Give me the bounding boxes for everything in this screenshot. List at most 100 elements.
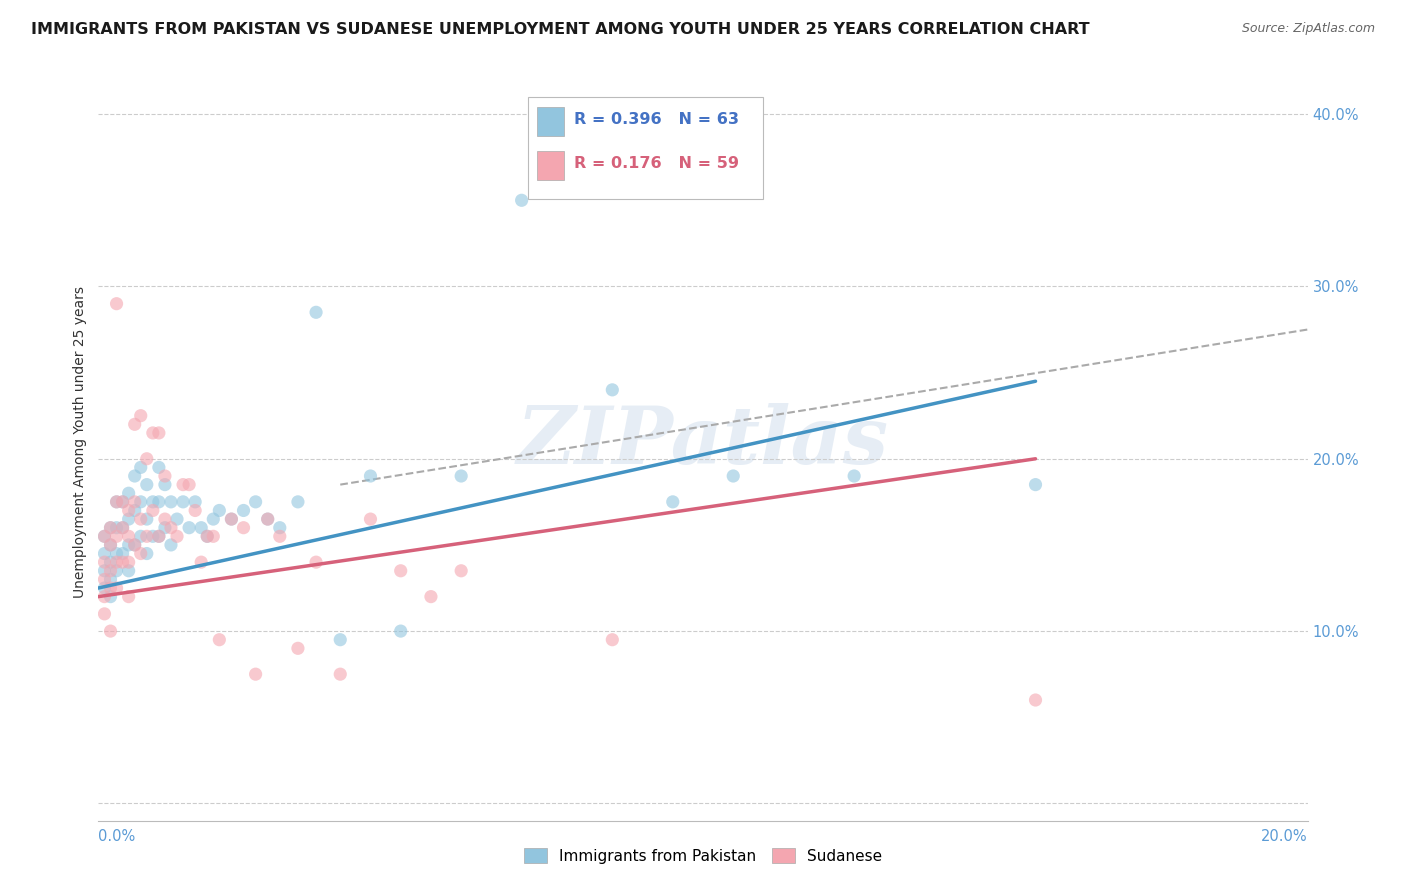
Point: [450, 564, 472, 578]
FancyBboxPatch shape: [537, 107, 564, 136]
Point: [105, 495, 128, 509]
Point: [661, 495, 683, 509]
Point: [118, 555, 141, 569]
Point: [111, 495, 134, 509]
Point: [129, 512, 152, 526]
Point: [208, 503, 231, 517]
Point: [179, 477, 201, 491]
Point: [184, 495, 207, 509]
Point: [269, 521, 291, 535]
Point: [844, 469, 866, 483]
Point: [142, 425, 165, 440]
Point: [135, 529, 157, 543]
Point: [360, 512, 382, 526]
Point: [221, 512, 243, 526]
Point: [256, 512, 278, 526]
Point: [202, 512, 225, 526]
Point: [153, 477, 176, 491]
Point: [148, 529, 170, 543]
Point: [100, 581, 122, 595]
Text: ZIPatlas: ZIPatlas: [517, 403, 889, 480]
Y-axis label: Unemployment Among Youth under 25 years: Unemployment Among Youth under 25 years: [73, 285, 87, 598]
Text: R = 0.176   N = 59: R = 0.176 N = 59: [574, 156, 738, 170]
Point: [93, 529, 115, 543]
Point: [100, 521, 122, 535]
Legend: Immigrants from Pakistan, Sudanese: Immigrants from Pakistan, Sudanese: [517, 842, 889, 870]
Point: [129, 529, 152, 543]
Point: [202, 529, 225, 543]
Point: [118, 512, 141, 526]
Point: [100, 538, 122, 552]
Point: [148, 460, 170, 475]
Point: [153, 469, 176, 483]
Point: [195, 529, 218, 543]
Point: [135, 477, 157, 491]
Point: [389, 564, 412, 578]
Point: [1024, 477, 1046, 491]
Point: [105, 564, 128, 578]
Point: [179, 521, 201, 535]
Point: [1024, 693, 1046, 707]
Point: [190, 521, 212, 535]
Point: [105, 521, 128, 535]
Point: [93, 573, 115, 587]
Point: [111, 547, 134, 561]
Point: [195, 529, 218, 543]
Point: [100, 521, 122, 535]
Point: [100, 555, 122, 569]
Text: IMMIGRANTS FROM PAKISTAN VS SUDANESE UNEMPLOYMENT AMONG YOUTH UNDER 25 YEARS COR: IMMIGRANTS FROM PAKISTAN VS SUDANESE UNE…: [31, 22, 1090, 37]
Point: [118, 564, 141, 578]
Point: [105, 555, 128, 569]
Point: [305, 305, 328, 319]
Point: [602, 632, 624, 647]
Point: [135, 512, 157, 526]
Text: R = 0.396   N = 63: R = 0.396 N = 63: [574, 112, 738, 127]
Point: [93, 564, 115, 578]
Point: [135, 451, 157, 466]
Point: [510, 194, 533, 208]
Point: [124, 417, 146, 432]
Text: 20.0%: 20.0%: [1261, 830, 1308, 844]
Point: [111, 521, 134, 535]
Text: Source: ZipAtlas.com: Source: ZipAtlas.com: [1241, 22, 1375, 36]
Point: [124, 503, 146, 517]
Point: [160, 521, 183, 535]
Point: [287, 495, 309, 509]
Point: [93, 607, 115, 621]
Point: [232, 503, 254, 517]
Point: [93, 529, 115, 543]
Point: [129, 547, 152, 561]
Point: [105, 547, 128, 561]
Point: [129, 460, 152, 475]
Point: [124, 495, 146, 509]
Point: [329, 667, 352, 681]
FancyBboxPatch shape: [537, 151, 564, 180]
Point: [153, 521, 176, 535]
Point: [148, 425, 170, 440]
Point: [360, 469, 382, 483]
Point: [172, 495, 194, 509]
Point: [172, 477, 194, 491]
Point: [100, 590, 122, 604]
Point: [93, 547, 115, 561]
Point: [111, 521, 134, 535]
Point: [450, 469, 472, 483]
Point: [111, 495, 134, 509]
Point: [245, 667, 267, 681]
Point: [118, 538, 141, 552]
Point: [602, 383, 624, 397]
Point: [129, 495, 152, 509]
Point: [245, 495, 267, 509]
Point: [118, 529, 141, 543]
Point: [208, 632, 231, 647]
Point: [142, 495, 165, 509]
Point: [256, 512, 278, 526]
Point: [124, 538, 146, 552]
Point: [166, 529, 188, 543]
Point: [329, 632, 352, 647]
Point: [160, 495, 183, 509]
Point: [105, 296, 128, 310]
Point: [118, 503, 141, 517]
Point: [100, 564, 122, 578]
Text: 0.0%: 0.0%: [98, 830, 135, 844]
